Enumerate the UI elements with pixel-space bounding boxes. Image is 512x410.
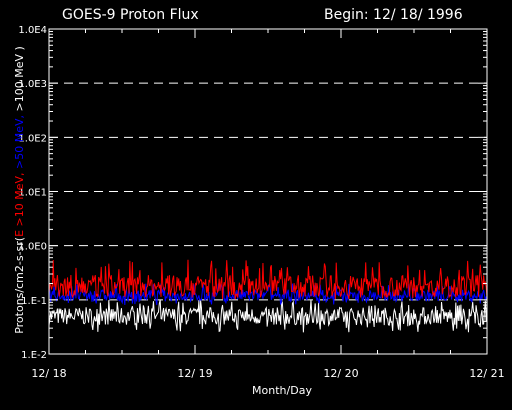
y-axis-label-part: >50 MeV, bbox=[13, 111, 26, 169]
y-tick-label: 1.0E4 bbox=[18, 25, 47, 36]
chart-begin-date: Begin: 12/ 18/ 1996 bbox=[324, 7, 463, 23]
y-tick-label: 1.E-2 bbox=[21, 350, 47, 361]
y-axis: 1.0E4 1.0E3 1.0E2 1.0E1 1.0E0 1.E-1 1.E-2 bbox=[18, 25, 487, 361]
y-axis-label-part: Protons/cm2-s-sr( bbox=[13, 237, 26, 334]
y-tick-label: 1.0E2 bbox=[18, 133, 47, 144]
gridlines bbox=[49, 82, 487, 301]
flux-series-50mev bbox=[48, 283, 488, 306]
y-tick-label: 1.0E3 bbox=[18, 79, 47, 90]
x-tick-label: 12/ 20 bbox=[323, 367, 358, 380]
x-tick-label: 12/ 18 bbox=[31, 367, 66, 380]
x-tick-label: 12/ 19 bbox=[177, 367, 212, 380]
x-axis: 12/ 18 12/ 19 12/ 20 12/ 21 bbox=[31, 29, 505, 380]
x-axis-label: Month/Day bbox=[252, 384, 312, 397]
series-group bbox=[48, 259, 488, 333]
chart-title: GOES-9 Proton Flux bbox=[62, 7, 199, 23]
x-tick-label: 12/ 21 bbox=[469, 367, 504, 380]
y-tick-label: 1.E-1 bbox=[21, 296, 47, 307]
y-axis-label: Protons/cm2-s-sr(E >10 MeV, >50 MeV, >10… bbox=[13, 46, 26, 334]
y-axis-label-part: E >10 MeV, bbox=[13, 169, 26, 237]
flux-series-10mev bbox=[48, 259, 488, 300]
y-tick-label: 1.0E0 bbox=[18, 242, 47, 253]
flux-series-100mev bbox=[48, 299, 488, 333]
y-axis-label-part: >100 MeV ) bbox=[13, 46, 26, 111]
y-tick-label: 1.0E1 bbox=[18, 188, 47, 199]
